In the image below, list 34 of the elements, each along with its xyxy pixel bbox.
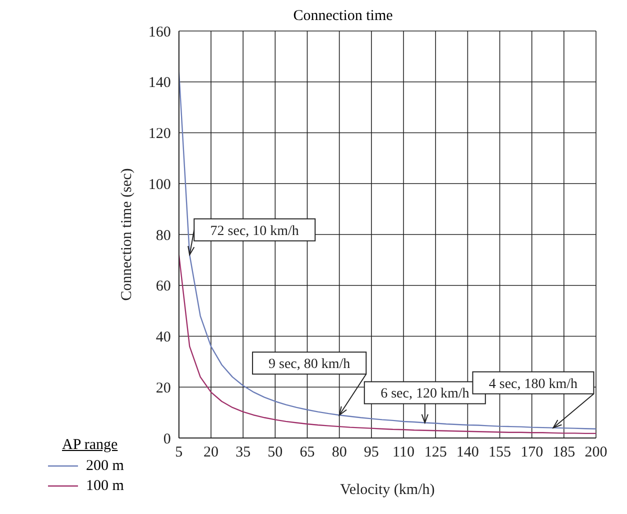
y-tick-label: 160 <box>148 24 171 40</box>
annotation: 72 sec, 10 km/h <box>210 224 299 239</box>
x-tick-label: 5 <box>175 444 183 461</box>
y-tick-label: 60 <box>156 278 171 295</box>
y-tick-label: 140 <box>148 75 171 92</box>
x-tick-label: 170 <box>520 444 544 461</box>
y-tick-label: 80 <box>156 228 171 244</box>
y-tick-label: 0 <box>163 431 171 448</box>
y-tick-label: 100 <box>148 176 171 193</box>
annotation: 9 sec, 80 km/h <box>268 357 350 372</box>
y-tick-label: 20 <box>156 380 171 396</box>
annotation: 6 sec, 120 km/h <box>380 386 470 402</box>
x-tick-label: 95 <box>364 444 379 461</box>
legend-title: AP range <box>61 437 119 454</box>
x-axis-title: Velocity (km/h) <box>340 482 435 498</box>
legend-label: 200 m <box>86 458 124 474</box>
x-tick-label: 65 <box>300 444 315 461</box>
x-tick-label: 80 <box>332 444 347 461</box>
y-tick-label: 40 <box>156 330 171 346</box>
annotation: 4 sec, 180 km/h <box>488 376 578 392</box>
x-tick-label: 125 <box>424 444 447 461</box>
x-tick-label: 20 <box>204 444 219 461</box>
x-tick-label: 110 <box>392 444 414 461</box>
chart-title: Connection time <box>292 8 394 25</box>
x-tick-label: 140 <box>456 444 479 461</box>
line-series <box>178 254 596 434</box>
x-tick-label: 200 <box>584 444 608 461</box>
x-tick-label: 185 <box>552 444 576 461</box>
y-axis-title: Connection time (sec) <box>119 168 136 301</box>
y-tick-label: 120 <box>148 126 171 142</box>
x-tick-label: 50 <box>268 444 283 461</box>
legend-label: 100 m <box>86 478 124 494</box>
x-tick-label: 35 <box>236 444 251 461</box>
x-tick-label: 155 <box>488 444 511 461</box>
